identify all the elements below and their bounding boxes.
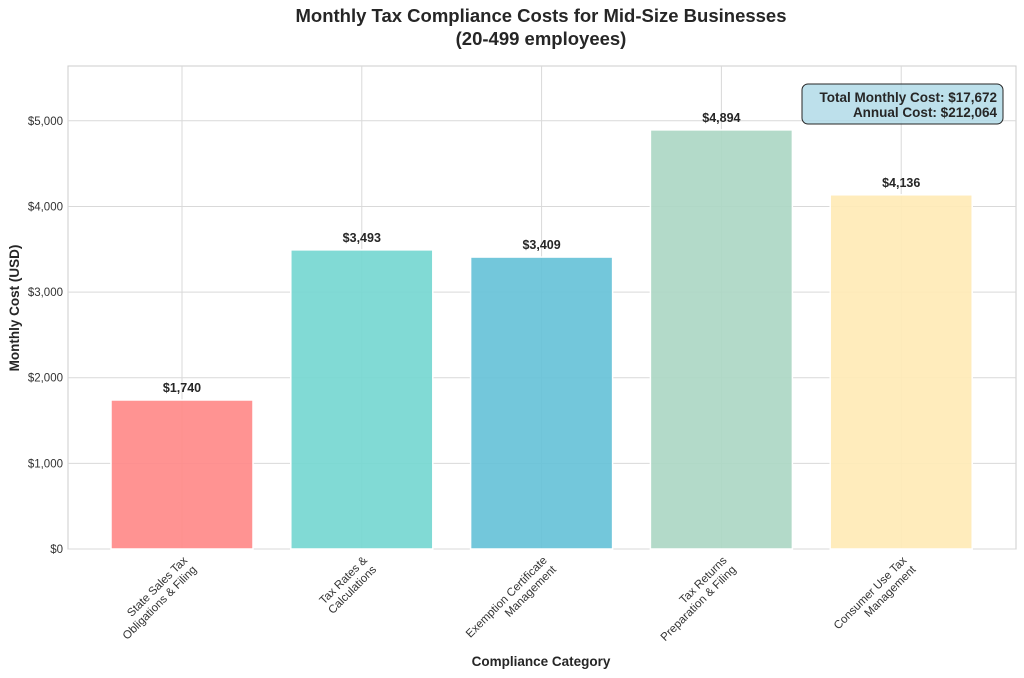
y-tick-label: $4,000 xyxy=(28,201,63,213)
chart-title: Monthly Tax Compliance Costs for Mid-Siz… xyxy=(295,5,786,26)
x-tick-label-line: Consumer Use Tax xyxy=(832,554,910,632)
bar xyxy=(649,129,794,550)
y-axis-ticks: $0 $1,000 $2,000 $3,000 $4,000 $5,000 xyxy=(28,116,63,556)
annotation-total: Total Monthly Cost: $17,672 xyxy=(819,90,997,105)
bar xyxy=(829,194,973,550)
bar-value-label: $3,409 xyxy=(522,238,560,252)
bars xyxy=(110,129,973,550)
annotation-annual: Annual Cost: $212,064 xyxy=(853,105,998,120)
y-tick-label: $1,000 xyxy=(28,458,63,470)
bar xyxy=(290,249,434,550)
bar xyxy=(469,256,614,550)
x-tick-label: State Sales TaxObligations & Filing xyxy=(112,554,200,642)
y-tick-label: $3,000 xyxy=(28,287,63,299)
x-tick-label: Consumer Use TaxManagement xyxy=(832,554,919,641)
x-axis-label: Compliance Category xyxy=(472,654,611,669)
y-tick-label: $0 xyxy=(50,544,63,556)
y-tick-label: $5,000 xyxy=(28,116,63,128)
y-tick-label: $2,000 xyxy=(28,373,63,385)
bar-value-label: $4,136 xyxy=(882,176,920,190)
x-tick-label-line: Exemption Certificate xyxy=(464,555,550,641)
summary-annotation: Total Monthly Cost: $17,672 Annual Cost:… xyxy=(801,83,1004,125)
bar-value-label: $3,493 xyxy=(343,231,381,245)
chart-subtitle: (20-499 employees) xyxy=(456,28,627,49)
x-tick-label: Tax ReturnsPreparation & Filing xyxy=(650,554,739,643)
y-axis-label: Monthly Cost (USD) xyxy=(7,245,22,372)
bar xyxy=(110,399,254,550)
x-tick-label: Exemption CertificateManagement xyxy=(464,554,560,650)
annotation-box xyxy=(801,83,1004,125)
data-labels: $1,740 $3,493 $3,409 $4,894 $4,136 xyxy=(163,111,920,395)
x-tick-label: Tax Rates &Calculations xyxy=(317,554,379,616)
x-axis-ticks: State Sales TaxObligations & Filing Tax R… xyxy=(112,554,919,650)
bar-value-label: $4,894 xyxy=(702,111,740,125)
bar-value-label: $1,740 xyxy=(163,381,201,395)
